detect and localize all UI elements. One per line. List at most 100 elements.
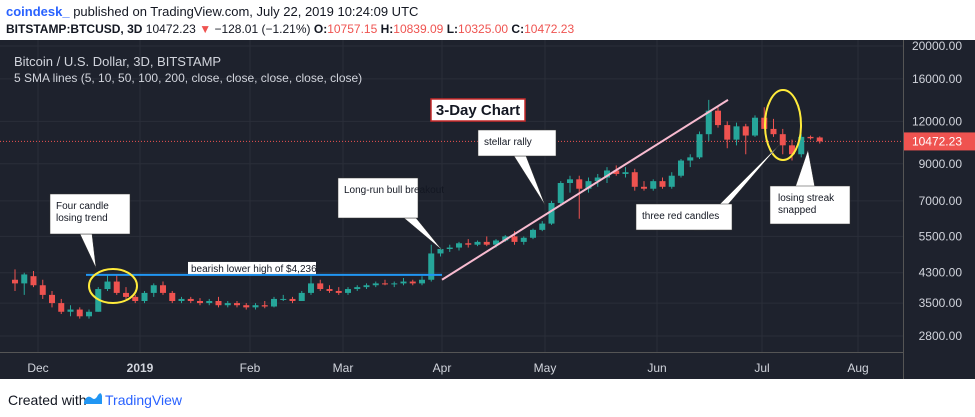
candle-body (585, 181, 592, 189)
tradingview-logo-icon (84, 393, 102, 404)
candle-body (437, 249, 444, 254)
candle-body (104, 281, 111, 290)
candle-body (39, 285, 46, 295)
stellar-callout-text: stellar rally (484, 137, 532, 148)
candle-body (465, 243, 472, 245)
candle-body (659, 181, 666, 187)
candle-body (150, 285, 157, 293)
candle-body (419, 279, 425, 284)
candle-body (576, 179, 583, 189)
chart-legend-sma: 5 SMA lines (5, 10, 50, 100, 200, close,… (14, 71, 363, 85)
candle-body (798, 136, 805, 155)
x-tick-label: 2019 (127, 361, 154, 375)
chart-plot-area[interactable] (0, 40, 903, 379)
author-link[interactable]: coindesk_ (6, 4, 70, 19)
four-candle-callout-text: Four candle (56, 201, 109, 212)
candle-body (261, 305, 268, 307)
candle-body (779, 134, 786, 146)
four-candle-callout-box (49, 193, 131, 235)
candle-body (169, 292, 176, 301)
low-value: 10325.00 (458, 22, 509, 36)
candle-body (280, 298, 287, 300)
candle-body (326, 289, 333, 291)
symbol-line: BITSTAMP:BTCUSD, 3D 10472.23 ▼ −128.01 (… (6, 22, 574, 36)
candle-body (187, 298, 194, 301)
price-axis[interactable] (903, 40, 975, 379)
three-red-callout-text: three red candles (642, 211, 719, 222)
four-candle-highlight (88, 268, 138, 304)
candle-body (613, 170, 620, 174)
y-tick-label: 2800.00 (919, 329, 963, 343)
candle-body (132, 296, 139, 301)
stellar-callout-box (477, 129, 557, 157)
candle-body (363, 285, 370, 288)
chart-title-box (430, 98, 526, 122)
y-tick-label: 12000.00 (912, 114, 962, 128)
candle-body (770, 128, 777, 135)
last-price: 10472.23 (145, 22, 196, 36)
candle-body (789, 145, 795, 155)
long-run-callout-text: Long-run bull breakout (344, 185, 444, 196)
candle-body (271, 298, 277, 307)
time-axis[interactable] (0, 352, 903, 379)
candle-body (49, 294, 55, 304)
y-tick-label: 16000.00 (912, 72, 962, 86)
candle-body (678, 160, 684, 176)
candle-body (752, 117, 758, 136)
candle-body (308, 283, 314, 293)
low-label: L: (446, 22, 459, 36)
three-red-callout-box (635, 203, 733, 231)
bearish-high-label: bearish lower high of $4,236 (191, 264, 317, 275)
created-with-label: Created with (8, 392, 87, 408)
tradingview-brand[interactable]: TradingView (105, 392, 183, 408)
candle-body (197, 300, 203, 304)
y-tick-label: 5500.00 (919, 229, 963, 243)
publish-line: coindesk_ published on TradingView.com, … (6, 4, 418, 19)
candle-body (76, 309, 83, 317)
candle-body (446, 247, 453, 250)
candle-body (733, 126, 740, 140)
candle-body (354, 287, 361, 290)
publish-header: coindesk_ published on TradingView.com, … (0, 0, 975, 40)
x-tick-label: Dec (27, 361, 48, 375)
x-tick-label: Aug (847, 361, 868, 375)
x-tick-label: Feb (240, 361, 261, 375)
candle-body (631, 172, 638, 187)
candle-body (30, 276, 37, 286)
y-tick-label: 4300.00 (919, 266, 963, 280)
candle-body (113, 281, 120, 293)
candle-body (400, 281, 407, 284)
candle-body (317, 283, 324, 290)
candle-body (742, 126, 749, 136)
candle-body (372, 283, 379, 286)
losing-streak-text: losing streak (778, 193, 835, 204)
candle-body (474, 241, 481, 245)
symbol-label: BITSTAMP:BTCUSD, 3D (6, 22, 143, 36)
x-tick-label: Jun (647, 361, 666, 375)
candle-body (224, 303, 231, 306)
close-label: C: (511, 22, 525, 36)
candle-body (641, 186, 647, 189)
candle-body (594, 177, 601, 182)
high-value: 10839.09 (393, 22, 444, 36)
candle-body (252, 305, 259, 308)
candle-body (335, 290, 342, 293)
long-run-callout-pointer (403, 217, 443, 251)
down-arrow-icon: ▼ (199, 22, 212, 36)
open-label: O: (313, 22, 328, 36)
candle-body (67, 309, 74, 312)
candle-body (650, 181, 657, 189)
high-label: H: (380, 22, 394, 36)
candle-body (493, 240, 499, 245)
y-tick-label: 9000.00 (919, 157, 963, 171)
y-tick-label: 20000.00 (912, 39, 962, 53)
candle-body (234, 303, 240, 306)
x-tick-label: Jul (754, 361, 769, 375)
candle-body (206, 300, 213, 304)
candle-body (557, 183, 564, 203)
close-value: 10472.23 (524, 22, 575, 36)
candle-body (123, 292, 129, 297)
four-candle-callout-pointer (79, 233, 97, 269)
losing-streak-text: snapped (778, 205, 816, 216)
candle-body (215, 300, 222, 306)
